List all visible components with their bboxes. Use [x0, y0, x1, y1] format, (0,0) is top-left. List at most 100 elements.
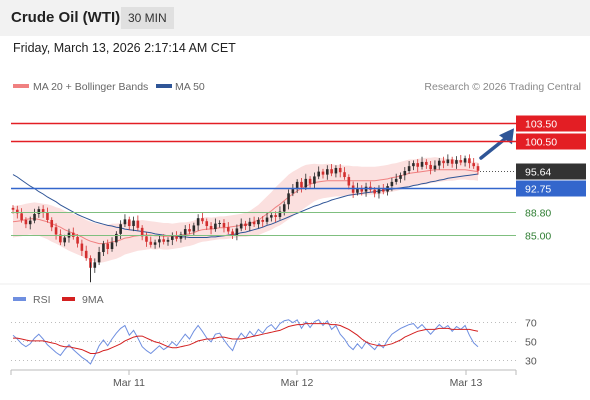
candle-body: [239, 223, 243, 229]
candle-body: [192, 225, 196, 232]
header-bar: Crude Oil (WTI) 30 MIN: [0, 0, 590, 36]
candle-body: [50, 219, 54, 228]
candle-body: [300, 181, 303, 188]
x-tick-label: Mar 13: [450, 377, 483, 389]
candle-body: [321, 171, 325, 175]
candle-body: [115, 233, 118, 243]
candle-body: [282, 204, 286, 212]
candle-body: [93, 262, 97, 268]
candle-body: [394, 178, 398, 182]
candle-body: [20, 213, 23, 220]
candle-body: [265, 217, 269, 222]
candle-body: [196, 218, 200, 226]
candle-body: [24, 219, 28, 225]
candle-body: [179, 234, 183, 239]
bollinger-band: [13, 157, 478, 263]
candle-body: [136, 220, 140, 228]
legend-rsi-swatch: [13, 297, 26, 301]
candle-body: [459, 160, 463, 163]
candle-body: [145, 236, 148, 242]
candle-body: [317, 171, 320, 177]
rsi-tick-label: 30: [525, 356, 537, 368]
candle-body: [360, 187, 364, 192]
candle-body: [183, 229, 187, 235]
candle-body: [41, 209, 45, 213]
candle-body: [16, 209, 19, 214]
level-tag-resistance: [516, 115, 586, 132]
candle-body: [71, 232, 75, 237]
candle-body: [244, 223, 247, 227]
candle-body: [80, 243, 84, 251]
candle-body: [347, 177, 351, 186]
candle-body: [468, 158, 471, 164]
legend-rsi-ma-label: 9MA: [82, 294, 104, 306]
candle-body: [235, 228, 239, 236]
candle-body: [252, 221, 256, 225]
legend-rsi-label: RSI: [33, 294, 51, 306]
credit-text: Research © 2026 Trading Central: [424, 81, 581, 93]
candle-body: [381, 189, 385, 192]
candle-body: [274, 215, 277, 217]
timeframe-badge[interactable]: 30 MIN: [121, 7, 174, 29]
legend-rsi-ma-swatch: [62, 297, 75, 301]
candle-body: [209, 226, 213, 230]
candle-body: [231, 231, 234, 236]
candle-body: [356, 187, 359, 193]
candle-body: [295, 181, 299, 190]
legend-ma50-label: MA 50: [175, 81, 205, 93]
candle-body: [248, 221, 252, 227]
level-label: 95.64: [525, 167, 551, 179]
projection-arrow-head: [499, 128, 514, 145]
candle-body: [261, 219, 265, 222]
candle-body: [412, 163, 415, 167]
candle-body: [338, 167, 342, 173]
candle-body: [123, 219, 127, 225]
candle-body: [188, 229, 191, 232]
candle-body: [433, 165, 437, 170]
candle-body: [416, 163, 420, 167]
candle-body: [476, 166, 480, 171]
candle-body: [63, 237, 66, 243]
legend-ma20-swatch: [13, 84, 29, 88]
candle-body: [76, 236, 79, 244]
candle-body: [407, 166, 411, 171]
candle-body: [132, 220, 135, 227]
candle-body: [377, 189, 381, 194]
candle-body: [399, 175, 402, 179]
candle-body: [11, 207, 15, 210]
candle-body: [420, 161, 424, 167]
candle-body: [158, 239, 161, 243]
candle-body: [205, 221, 209, 227]
candle-body: [403, 170, 407, 176]
candle-body: [33, 213, 36, 221]
candle-body: [97, 252, 101, 263]
candle-body: [304, 178, 308, 188]
candle-body: [390, 181, 394, 187]
candle-body: [278, 211, 282, 217]
candle-body: [28, 220, 32, 225]
candle-body: [119, 224, 122, 234]
candle-body: [84, 250, 88, 259]
candle-body: [37, 209, 41, 214]
candle-body: [437, 160, 441, 166]
candle-body: [472, 163, 475, 167]
candle-body: [455, 160, 458, 164]
x-tick-label: Mar 11: [113, 377, 145, 389]
candle-body: [330, 169, 333, 174]
candle-body: [127, 219, 131, 227]
candle-body: [343, 172, 346, 178]
candle-body: [59, 234, 62, 243]
rsi-tick-label: 50: [525, 337, 537, 349]
level-label: 103.50: [525, 119, 557, 131]
candle-body: [429, 164, 432, 170]
level-tag-last-price: [516, 163, 586, 180]
level-tag-resistance: [516, 133, 586, 150]
candle-body: [175, 236, 178, 239]
candle-body: [102, 243, 105, 253]
candle-body: [106, 243, 110, 250]
candle-body: [373, 189, 376, 194]
candle-body: [222, 223, 226, 228]
candle-body: [446, 159, 450, 164]
instrument-title: Crude Oil (WTI): [11, 9, 121, 26]
